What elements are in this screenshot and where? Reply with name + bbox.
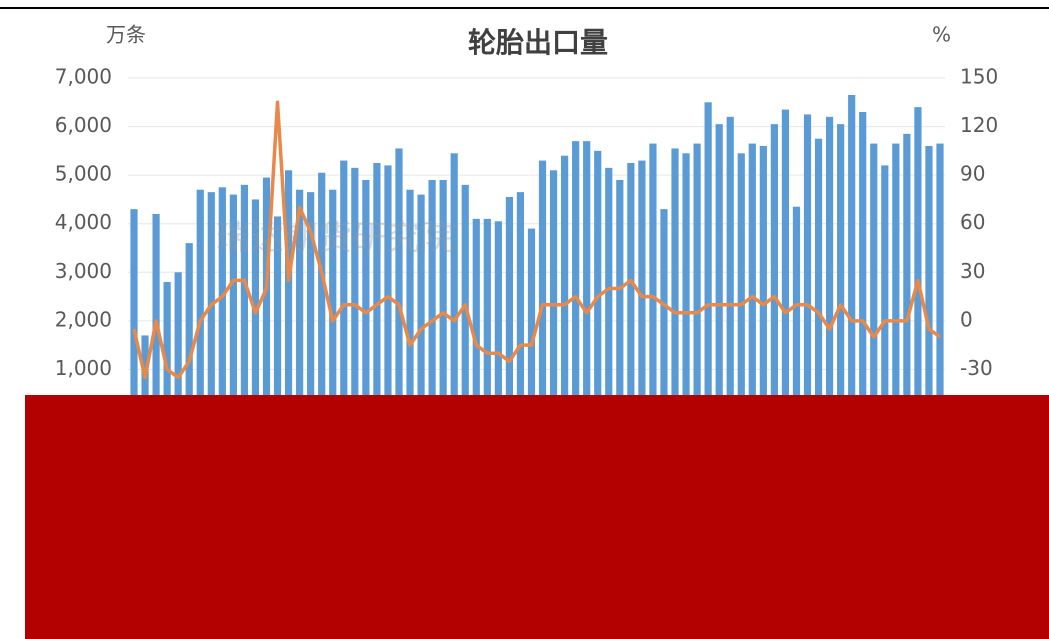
bar bbox=[340, 160, 348, 419]
bar bbox=[903, 133, 911, 418]
bar bbox=[814, 138, 823, 418]
bar bbox=[748, 143, 756, 419]
plot: 01,0002,0003,0004,0005,0006,0007,000-300… bbox=[55, 65, 998, 429]
bar bbox=[594, 150, 602, 418]
bar bbox=[881, 165, 889, 418]
bar bbox=[284, 170, 293, 418]
bar bbox=[561, 155, 569, 418]
y2-tick-label: -30 bbox=[960, 356, 993, 380]
bar bbox=[616, 180, 624, 418]
bar bbox=[428, 180, 436, 418]
bar bbox=[848, 95, 856, 418]
y-unit: 万条 bbox=[106, 23, 146, 47]
bar bbox=[726, 116, 734, 418]
y2-tick-label: 120 bbox=[960, 113, 998, 137]
bar bbox=[837, 124, 845, 419]
bar bbox=[174, 272, 182, 418]
bar bbox=[384, 165, 392, 418]
bar bbox=[152, 214, 160, 418]
bar bbox=[262, 177, 271, 418]
y-tick-label: 1,000 bbox=[55, 356, 112, 380]
bar bbox=[163, 282, 171, 418]
bar bbox=[130, 209, 138, 418]
bar bbox=[196, 189, 204, 418]
bar bbox=[318, 172, 326, 418]
y-tick-label: 4,000 bbox=[55, 210, 112, 234]
bar bbox=[638, 160, 646, 419]
bar bbox=[240, 184, 249, 418]
y-tick-label: 6,000 bbox=[55, 113, 112, 137]
bar bbox=[461, 184, 469, 418]
y2-tick-label: 60 bbox=[960, 210, 985, 234]
y2-unit: % bbox=[932, 23, 951, 47]
bar bbox=[329, 189, 337, 418]
bar bbox=[185, 243, 193, 418]
bar bbox=[870, 143, 878, 419]
bar bbox=[693, 143, 701, 419]
bar bbox=[583, 141, 591, 418]
chart-title: 轮胎出口量 bbox=[468, 26, 608, 59]
bar bbox=[914, 107, 922, 419]
bar bbox=[395, 148, 403, 418]
bar bbox=[704, 102, 712, 419]
bar bbox=[527, 228, 536, 418]
bar bbox=[627, 163, 635, 418]
bar bbox=[770, 124, 778, 419]
bar bbox=[737, 153, 745, 419]
bar bbox=[450, 153, 458, 419]
bar bbox=[859, 112, 867, 418]
bar bbox=[472, 218, 480, 418]
bar bbox=[296, 189, 304, 418]
bar bbox=[759, 146, 767, 418]
bar bbox=[572, 141, 580, 418]
bar bbox=[825, 116, 834, 418]
bar bbox=[273, 216, 282, 418]
bar bbox=[792, 206, 801, 418]
bar bbox=[494, 221, 502, 418]
line bbox=[132, 100, 942, 380]
y-tick-label: 7,000 bbox=[55, 65, 112, 89]
bar bbox=[417, 194, 425, 418]
bar bbox=[605, 167, 613, 418]
y2-tick-label: 0 bbox=[960, 307, 973, 331]
y-tick-label: 3,000 bbox=[55, 259, 112, 283]
bar bbox=[538, 160, 547, 419]
bar bbox=[892, 143, 900, 419]
bar bbox=[516, 192, 525, 418]
y2-tick-label: 150 bbox=[960, 65, 998, 89]
watermark: 瑞达期货研究院 bbox=[216, 219, 454, 259]
y2-tick-label: 30 bbox=[960, 259, 985, 283]
bar bbox=[671, 148, 679, 418]
corrupted-region bbox=[25, 395, 1049, 639]
bar bbox=[660, 209, 668, 418]
bar bbox=[362, 180, 370, 418]
bar bbox=[715, 124, 723, 419]
bar bbox=[549, 170, 558, 418]
bar bbox=[803, 114, 812, 418]
y-tick-label: 2,000 bbox=[55, 307, 112, 331]
bar bbox=[406, 189, 414, 418]
bar bbox=[925, 146, 933, 418]
bar bbox=[649, 143, 657, 419]
y2-tick-label: 90 bbox=[960, 162, 985, 186]
bar bbox=[682, 153, 690, 419]
bar bbox=[936, 143, 944, 419]
bar bbox=[307, 192, 315, 418]
bar bbox=[439, 180, 447, 418]
bar bbox=[483, 218, 491, 418]
bar bbox=[373, 163, 381, 418]
bar bbox=[505, 197, 513, 418]
bar bbox=[781, 109, 790, 419]
bar bbox=[229, 194, 237, 418]
y-tick-label: 5,000 bbox=[55, 162, 112, 186]
bar bbox=[218, 187, 226, 418]
bar bbox=[351, 167, 359, 418]
